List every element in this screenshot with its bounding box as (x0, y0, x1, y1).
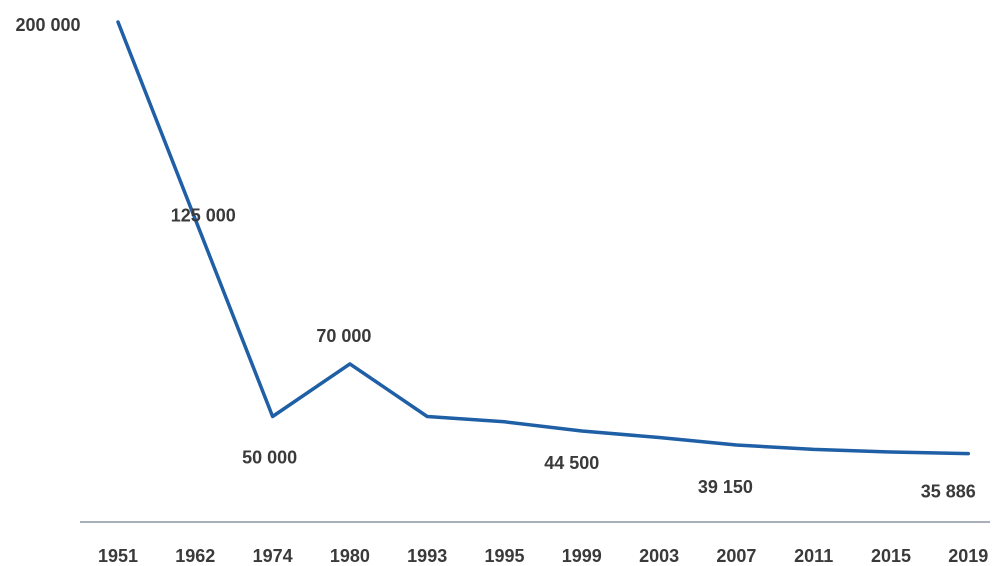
data-point-1951 (116, 20, 120, 24)
data-label-1951: 200 000 (15, 15, 80, 35)
series-line-group (116, 20, 971, 456)
data-point-2015 (889, 450, 893, 454)
data-label-1980: 70 000 (316, 326, 371, 346)
data-label-2007: 39 150 (698, 477, 753, 497)
data-point-1995 (503, 420, 507, 424)
data-point-2019 (966, 452, 970, 456)
data-label-1974: 50 000 (242, 448, 297, 468)
data-point-1974 (271, 415, 275, 419)
x-tick-label-1962: 1962 (175, 546, 215, 566)
x-tick-label-1974: 1974 (253, 546, 293, 566)
data-point-2007 (734, 443, 738, 447)
x-tick-labels: 1951 1962 1974 1980 1993 1995 1999 2003 2007 2011… (98, 546, 988, 566)
series-line (116, 20, 971, 456)
data-labels: 200 000 125 000 50 000 70 000 44 500 39 150 35… (15, 15, 975, 502)
data-label-1962: 125 000 (171, 205, 236, 225)
x-tick-label-1999: 1999 (562, 546, 602, 566)
x-tick-label-2003: 2003 (639, 546, 679, 566)
x-tick-label-1993: 1993 (407, 546, 447, 566)
data-point-1980 (348, 362, 352, 366)
data-label-2019: 35 886 (921, 482, 976, 502)
data-point-1999 (580, 429, 584, 433)
x-tick-label-1951: 1951 (98, 546, 138, 566)
data-point-2011 (812, 447, 816, 451)
x-tick-label-2019: 2019 (948, 546, 988, 566)
data-point-1993 (425, 415, 429, 419)
x-tick-label-2015: 2015 (871, 546, 911, 566)
data-point-2003 (657, 436, 661, 440)
x-tick-label-1995: 1995 (484, 546, 524, 566)
x-tick-label-2007: 2007 (716, 546, 756, 566)
x-tick-label-1980: 1980 (330, 546, 370, 566)
x-tick-label-2011: 2011 (794, 546, 833, 566)
data-label-1999: 44 500 (544, 453, 599, 473)
